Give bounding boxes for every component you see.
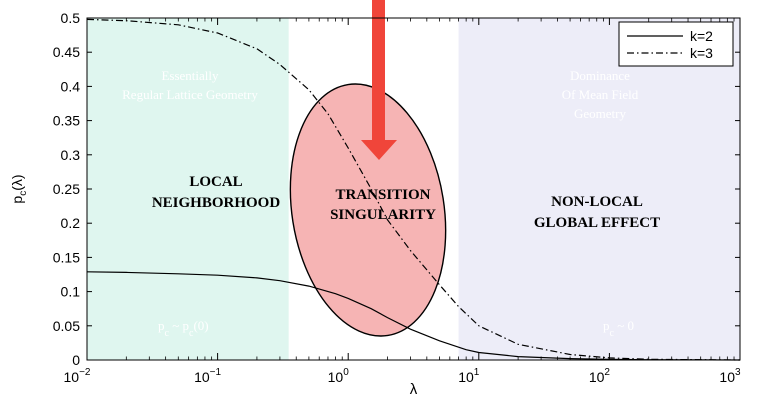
region-subtitle: Dominance Of Mean Field Geometry <box>562 68 639 121</box>
arrow-head <box>361 140 397 160</box>
arrow-annotation <box>361 0 397 160</box>
region-title: NON-LOCAL GLOBAL EFFECT <box>534 194 660 231</box>
region-formula: pc ~ 0 <box>603 318 634 339</box>
transition-ellipse <box>289 83 447 337</box>
y-tick-label: 0.3 <box>61 147 81 163</box>
region-band <box>458 18 740 360</box>
y-tick-label: 0.2 <box>61 215 81 231</box>
x-tick-label: 100 <box>328 367 350 385</box>
x-axis-label: λ <box>410 381 418 398</box>
region-band <box>87 18 289 360</box>
legend-label: k=3 <box>690 45 713 61</box>
x-tick-label: 102 <box>589 367 611 385</box>
legend-label: k=2 <box>690 28 713 44</box>
y-tick-label: 0.5 <box>61 10 81 26</box>
y-tick-label: 0.05 <box>53 318 80 334</box>
region-subtitle: Essentially Regular Lattice Geometry <box>122 68 258 102</box>
x-tick-label: 101 <box>458 367 480 385</box>
region-backgrounds <box>87 18 740 360</box>
series-lines <box>86 18 741 361</box>
y-tick-label: 0.35 <box>53 113 80 129</box>
y-tick-label: 0.15 <box>53 249 80 265</box>
y-tick-label: 0 <box>72 352 80 368</box>
annotations: TRANSITION SINGULARITY <box>289 83 447 337</box>
x-tick-label: 10−1 <box>194 367 221 385</box>
region-title: LOCAL NEIGHBORHOOD <box>152 174 281 211</box>
legend-box <box>618 21 734 67</box>
legend: k=2k=3 <box>618 21 734 67</box>
region-formula: pc ~ pc(0) <box>158 318 209 339</box>
series-line-k=2 <box>86 271 741 361</box>
arrow-shaft <box>372 0 385 140</box>
y-tick-label: 0.4 <box>61 78 81 94</box>
region-labels: Essentially Regular Lattice Geometry LOCAL… <box>122 68 660 339</box>
y-tick-label: 0.1 <box>61 284 81 300</box>
x-tick-label: 103 <box>719 367 741 385</box>
series-line-k=3 <box>86 18 741 361</box>
x-tick-label: 10−2 <box>64 367 91 385</box>
y-tick-label: 0.45 <box>53 44 80 60</box>
axes: 0 0.05 0.1 0.15 0.2 0.25 0.3 0.35 0.4 0.45 0.5 10−2… <box>9 10 741 398</box>
y-axis-label: pc(λ) <box>9 174 29 203</box>
y-tick-label: 0.25 <box>53 181 80 197</box>
transition-label: TRANSITION SINGULARITY <box>330 187 436 223</box>
